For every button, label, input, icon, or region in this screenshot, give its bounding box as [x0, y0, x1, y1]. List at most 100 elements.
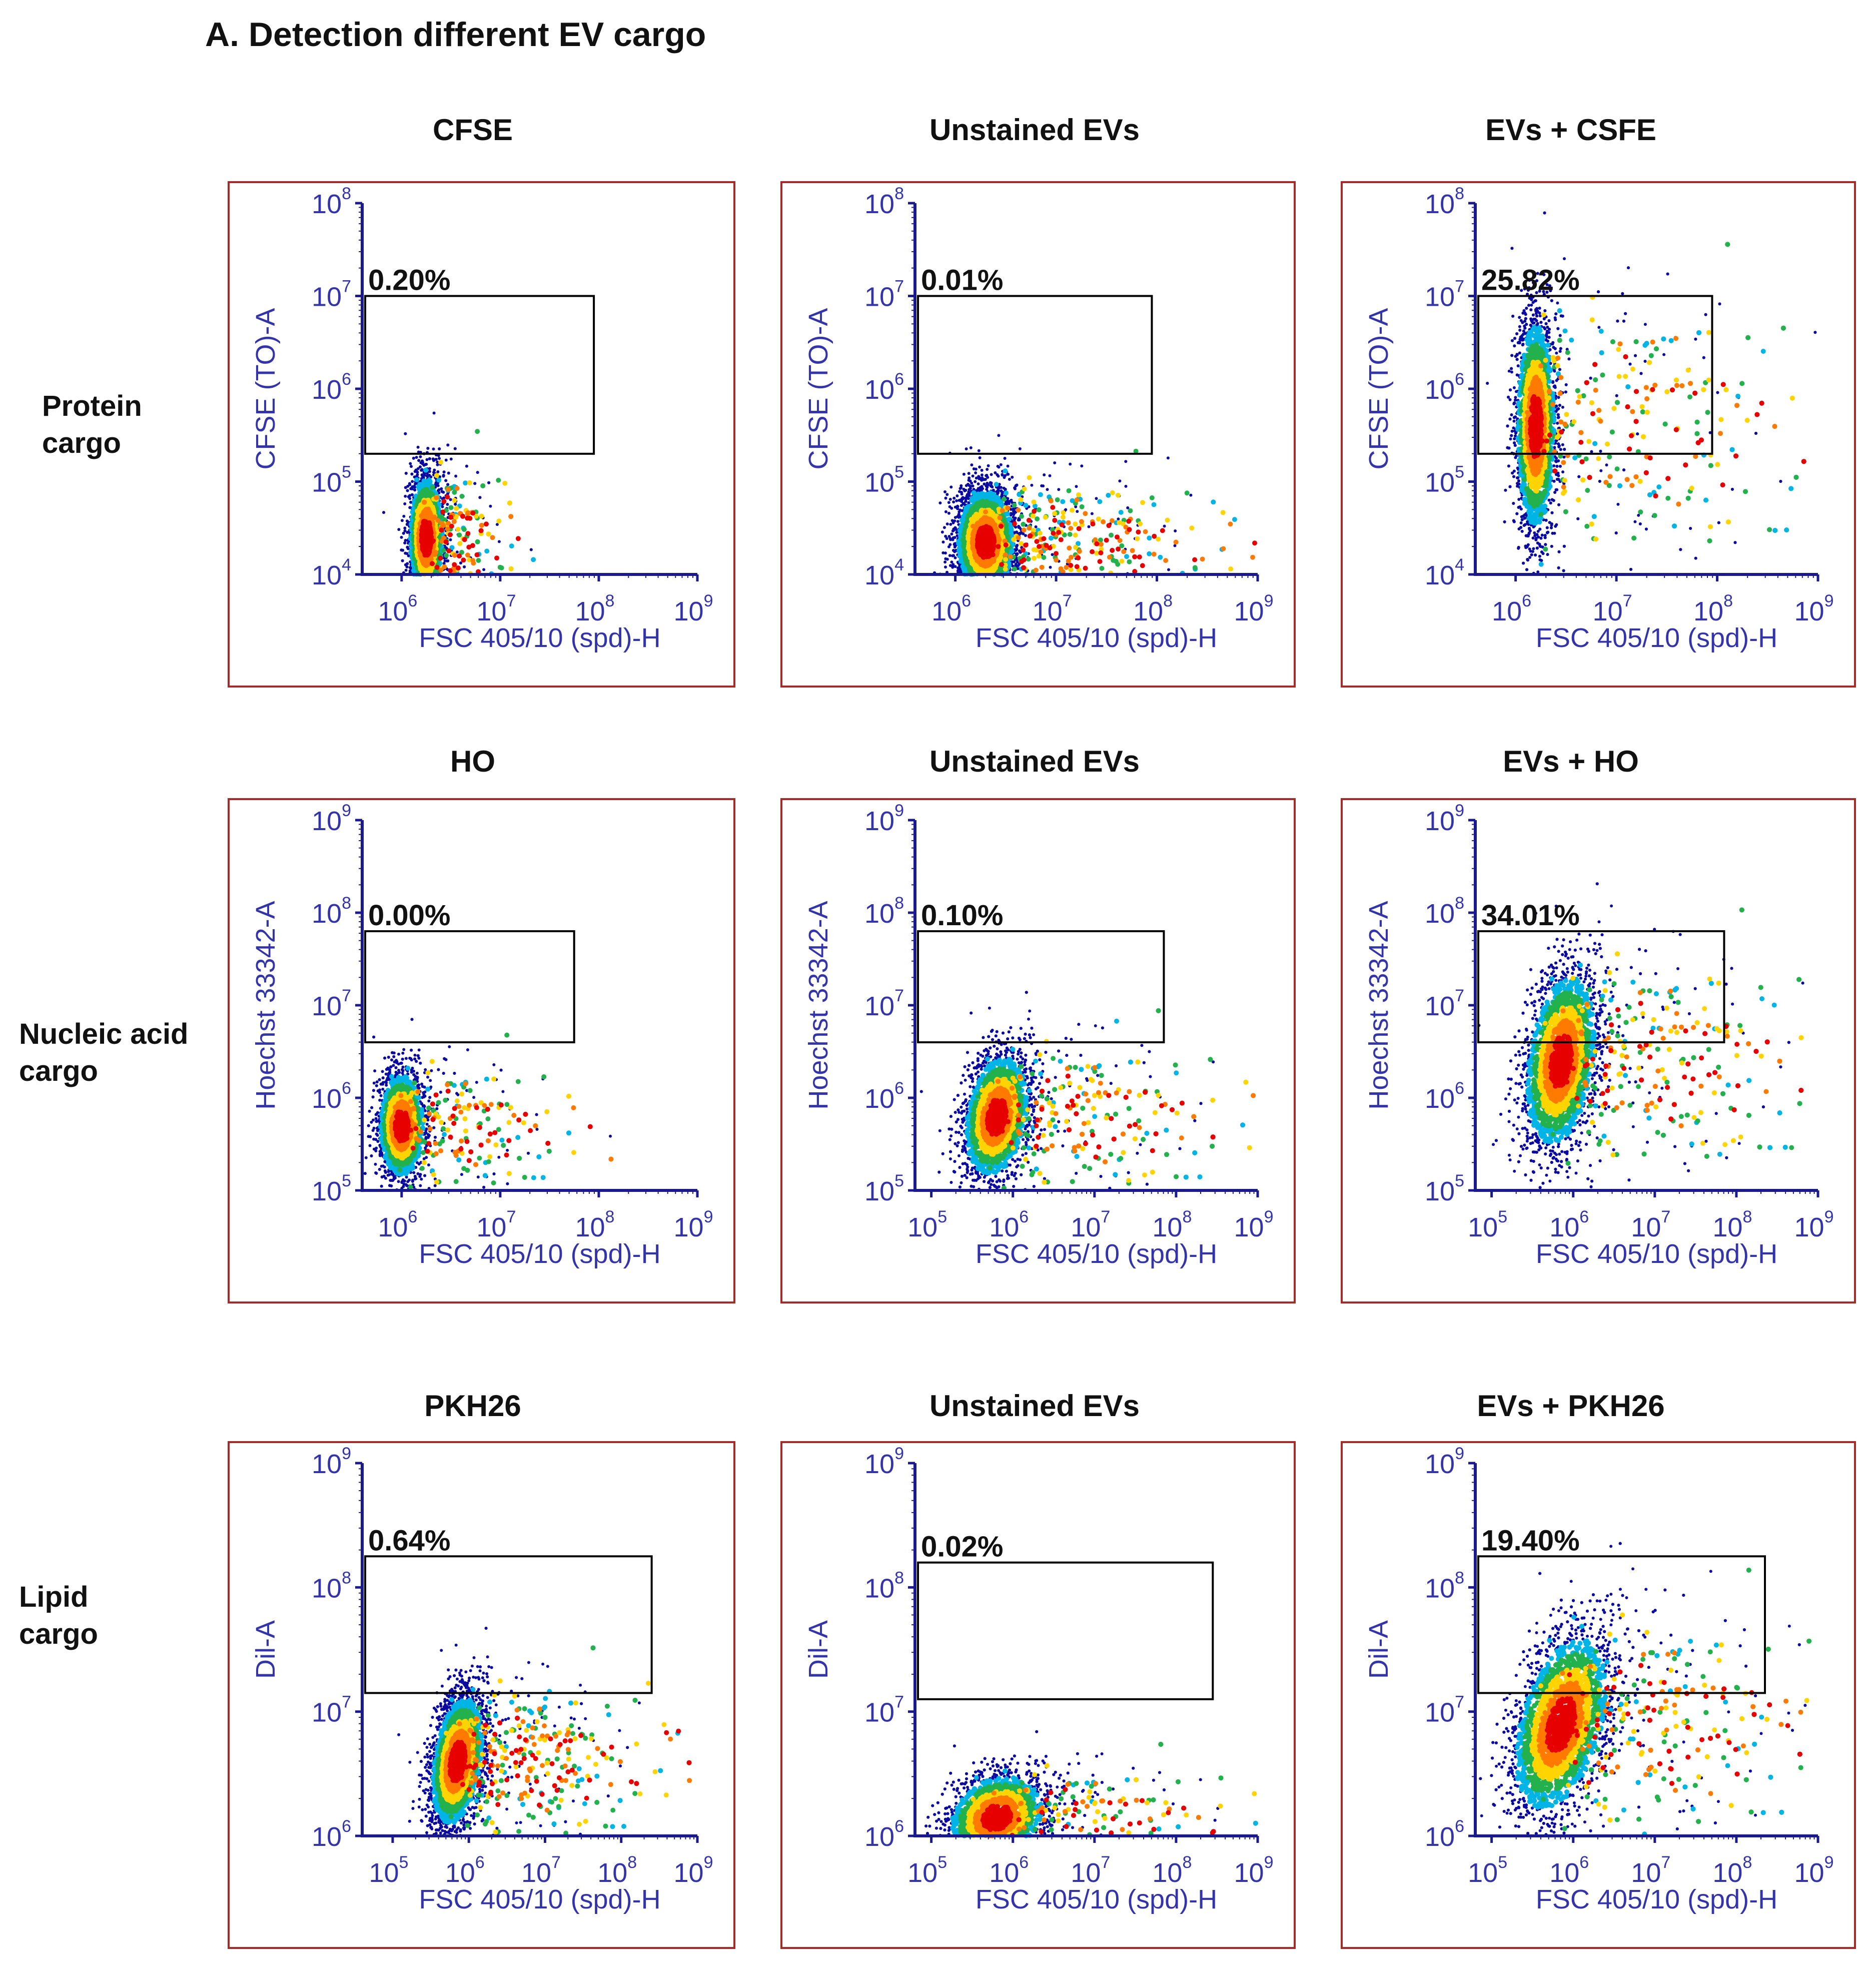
event-point: [944, 496, 948, 500]
event-point: [1096, 516, 1101, 522]
event-point: [410, 465, 413, 468]
event-point: [447, 471, 450, 475]
event-point: [974, 471, 978, 474]
event-point: [1080, 464, 1084, 468]
event-point: [457, 553, 462, 559]
event-point: [406, 489, 409, 492]
event-point: [1147, 551, 1152, 556]
event-point: [1006, 472, 1010, 476]
event-point: [1043, 514, 1048, 520]
event-point: [947, 501, 951, 504]
event-point: [1035, 516, 1040, 521]
event-point: [411, 480, 414, 483]
event-point: [486, 531, 491, 537]
event-point: [479, 513, 484, 519]
event-point: [446, 503, 449, 506]
event-point: [964, 500, 968, 503]
event-point: [473, 513, 479, 519]
event-point: [508, 566, 514, 571]
event-point: [1003, 562, 1008, 568]
event-point: [454, 486, 460, 491]
gate-percentage: 0.20%: [368, 264, 450, 297]
y-axis-label: CFSE (TO)-A: [251, 308, 281, 470]
event-point: [487, 481, 491, 484]
event-point: [382, 511, 385, 514]
event-point: [401, 548, 404, 552]
event-point: [997, 474, 1000, 478]
event-point: [400, 535, 403, 539]
event-point: [1127, 559, 1132, 564]
event-point: [970, 481, 974, 485]
event-point: [1118, 509, 1124, 515]
event-point: [1006, 464, 1010, 468]
event-point: [403, 502, 407, 505]
event-point: [476, 471, 479, 474]
event-point: [1014, 487, 1017, 490]
event-point: [1016, 560, 1019, 564]
event-point: [967, 497, 970, 500]
event-point: [956, 520, 960, 523]
event-point: [400, 519, 404, 522]
event-point: [417, 459, 421, 462]
event-point: [408, 483, 412, 486]
event-point: [425, 474, 429, 478]
event-point: [952, 500, 956, 504]
event-point: [1101, 519, 1106, 524]
event-point: [997, 434, 1001, 437]
event-point: [965, 447, 968, 451]
event-point: [999, 463, 1003, 466]
event-point: [1174, 529, 1177, 532]
event-point: [416, 445, 420, 449]
event-point: [445, 526, 450, 532]
event-point: [444, 546, 448, 549]
event-point: [494, 555, 499, 561]
event-point: [1076, 541, 1081, 546]
y-tick-label: 105: [312, 463, 351, 498]
event-point: [1099, 565, 1105, 571]
event-point: [1052, 511, 1057, 516]
event-point: [415, 456, 418, 459]
event-point: [404, 486, 407, 489]
event-point: [960, 500, 964, 503]
event-point: [404, 471, 408, 475]
event-point: [442, 470, 446, 474]
event-point: [449, 523, 454, 529]
event-point: [430, 561, 435, 566]
event-point: [983, 482, 986, 486]
event-point: [1012, 502, 1017, 508]
event-point: [408, 494, 412, 497]
event-point: [502, 480, 508, 486]
event-point: [1003, 476, 1006, 479]
event-point: [944, 534, 948, 538]
event-point: [985, 487, 989, 491]
event-point: [1014, 562, 1018, 566]
event-point: [1211, 499, 1216, 505]
event-point: [1024, 534, 1027, 537]
event-point: [432, 552, 437, 557]
event-point: [1064, 508, 1068, 511]
event-point: [963, 503, 967, 506]
event-point: [957, 513, 961, 516]
event-point: [453, 447, 457, 450]
event-point: [972, 467, 976, 470]
event-point: [942, 551, 945, 554]
event-point: [413, 488, 417, 492]
y-tick-label: 106: [312, 370, 351, 405]
event-point: [969, 486, 972, 490]
event-point: [1032, 555, 1037, 561]
event-point: [1119, 558, 1125, 564]
event-point: [484, 548, 490, 554]
event-point: [1034, 525, 1038, 528]
event-point: [470, 558, 476, 563]
event-point: [429, 475, 433, 479]
event-point: [994, 482, 999, 487]
event-point: [1117, 520, 1122, 525]
event-point: [964, 497, 968, 501]
event-point: [454, 506, 459, 511]
event-point: [434, 495, 439, 500]
event-point: [1115, 492, 1121, 498]
event-point: [465, 510, 471, 515]
event-point: [1011, 475, 1014, 479]
event-point: [987, 464, 990, 467]
event-point: [1009, 513, 1013, 517]
